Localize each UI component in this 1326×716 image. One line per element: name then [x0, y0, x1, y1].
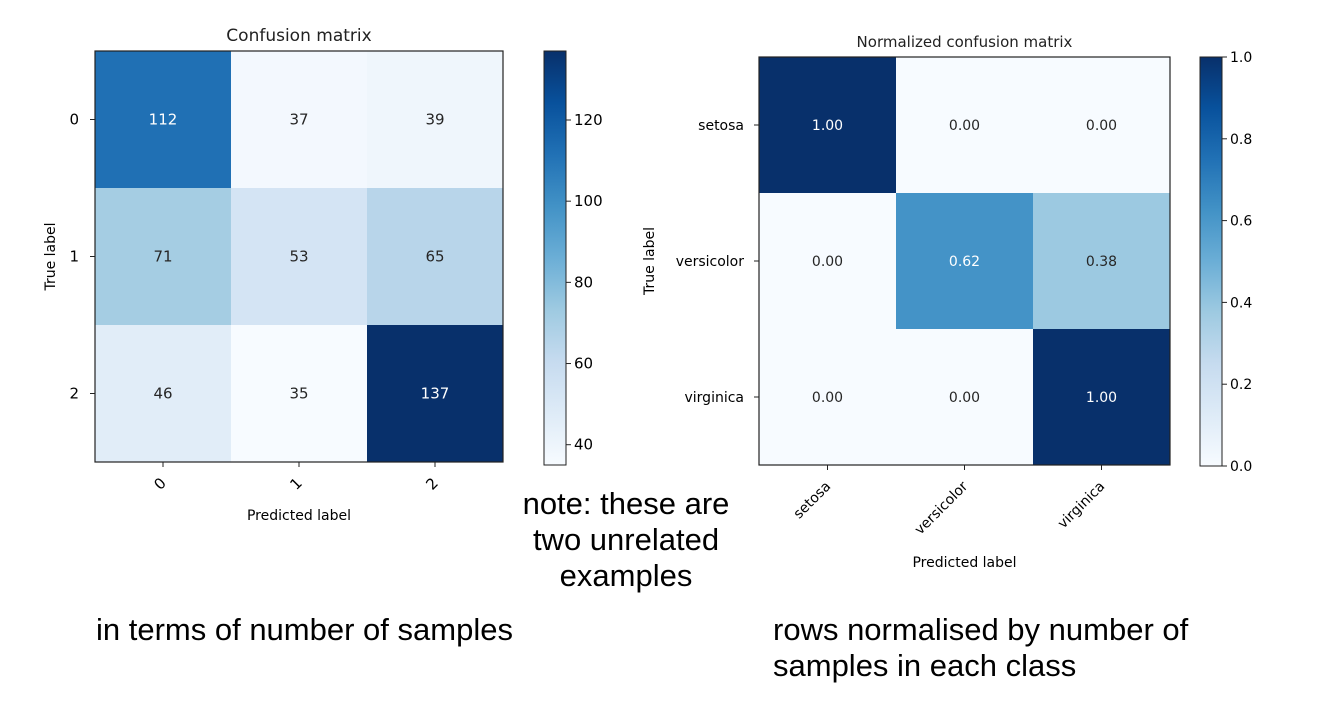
y-tick-label: virginica — [685, 390, 745, 406]
cell-value-label: 0.00 — [949, 118, 980, 134]
right-caption: rows normalised by number of samples in … — [773, 612, 1189, 683]
x-tick-label: virginica — [1055, 479, 1108, 532]
colorbar-tick-label: 0.6 — [1230, 214, 1252, 230]
heatmap-cell — [231, 51, 368, 189]
colorbar-tick-label: 60 — [574, 355, 593, 373]
heatmap-cell — [759, 57, 897, 194]
x-axis-label: Predicted label — [912, 555, 1016, 571]
x-tick-label: 0 — [150, 474, 169, 493]
normalized-confusion-matrix-chart: 1.00 0.00 0.00 0.00 0.62 0.38 0.00 0.00 1.00 Norm… — [642, 33, 1252, 571]
cell-value-label: 0.00 — [812, 390, 843, 406]
cell-value-label: 35 — [289, 385, 308, 403]
heatmap-cell — [95, 51, 232, 189]
x-tick-label: versicolor — [912, 478, 972, 538]
heatmap-cell — [367, 188, 504, 326]
cell-value-label: 0.00 — [812, 254, 843, 270]
heatmap-cell — [896, 57, 1034, 194]
y-axis-label: True label — [43, 222, 59, 291]
x-tick-label: 1 — [286, 474, 305, 493]
cell-value-label: 37 — [289, 111, 308, 129]
left-caption: in terms of number of samples — [96, 612, 513, 647]
cell-value-label: 137 — [421, 385, 450, 403]
y-axis-label: True label — [642, 227, 658, 296]
cell-value-label: 0.38 — [1086, 254, 1117, 270]
heatmap-cell — [1033, 329, 1171, 466]
colorbar-tick-label: 80 — [574, 273, 593, 291]
heatmap-cell — [231, 325, 368, 463]
colorbar-tick-label: 1.0 — [1230, 50, 1252, 66]
colorbar-tick-label: 100 — [574, 192, 603, 210]
heatmap-cell — [95, 325, 232, 463]
heatmap-cell — [95, 188, 232, 326]
colorbar — [1199, 56, 1223, 467]
colorbar-tick-label: 120 — [574, 111, 603, 129]
colorbar-tick-label: 0.0 — [1230, 459, 1252, 475]
heatmap-cell — [896, 329, 1034, 466]
heatmap-cell — [759, 329, 897, 466]
heatmap-cell — [1033, 193, 1171, 330]
cell-value-label: 39 — [425, 111, 444, 129]
cell-value-label: 0.62 — [949, 254, 980, 270]
chart-title: Confusion matrix — [226, 26, 371, 46]
heatmap-cell — [759, 193, 897, 330]
y-tick-label: 0 — [69, 111, 79, 129]
heatmap-cell — [231, 188, 368, 326]
chart-title: Normalized confusion matrix — [857, 33, 1073, 51]
cell-value-label: 0.00 — [1086, 118, 1117, 134]
y-tick-label: 1 — [69, 248, 79, 266]
colorbar-tick-label: 0.8 — [1230, 132, 1252, 148]
y-tick-label: 2 — [69, 385, 79, 403]
x-tick-label: setosa — [791, 479, 835, 523]
cell-value-label: 1.00 — [812, 118, 843, 134]
x-axis-label: Predicted label — [247, 508, 351, 524]
y-tick-label: versicolor — [676, 254, 745, 270]
cell-value-label: 53 — [289, 248, 308, 266]
colorbar — [543, 50, 567, 466]
heatmap-cell — [367, 51, 504, 189]
cell-value-label: 112 — [149, 111, 178, 129]
note-caption: note: these are two unrelated examples — [522, 486, 730, 593]
heatmap-cell — [367, 325, 504, 463]
cell-value-label: 46 — [153, 385, 172, 403]
x-tick-label: 2 — [422, 474, 441, 493]
y-tick-label: setosa — [698, 118, 744, 134]
cell-value-label: 71 — [153, 248, 172, 266]
cell-value-label: 65 — [425, 248, 444, 266]
cell-value-label: 1.00 — [1086, 390, 1117, 406]
heatmap-cell — [896, 193, 1034, 330]
heatmap-cell — [1033, 57, 1171, 194]
colorbar-tick-label: 0.4 — [1230, 295, 1252, 311]
colorbar-tick-label: 0.2 — [1230, 377, 1252, 393]
cell-value-label: 0.00 — [949, 390, 980, 406]
colorbar-tick-label: 40 — [574, 436, 593, 454]
